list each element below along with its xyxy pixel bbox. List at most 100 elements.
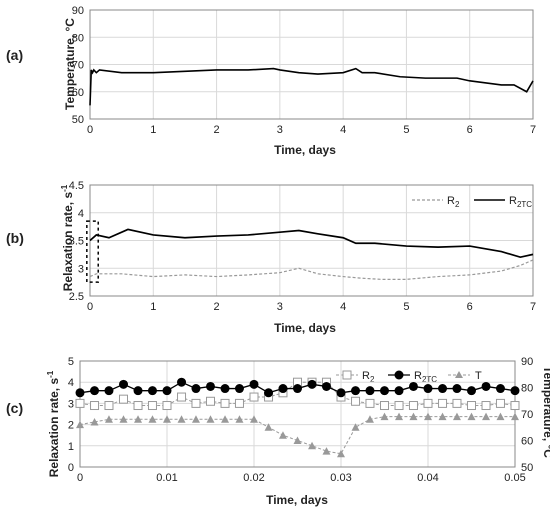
r2tc-point <box>220 384 230 394</box>
r2tc-point <box>191 384 201 394</box>
p0-y-tick-label: 70 <box>72 60 84 72</box>
r2-point <box>234 398 244 408</box>
r2tc-point <box>293 384 302 394</box>
r2-point <box>75 398 85 408</box>
t-point <box>206 415 215 423</box>
t-point <box>482 412 491 421</box>
p0-x-tick-label: 4 <box>340 124 346 136</box>
r2tc-point <box>147 386 157 396</box>
r2-point <box>408 401 418 411</box>
p0-x-tick-label: 5 <box>403 124 409 136</box>
xlabel-a: Time, days <box>274 143 336 157</box>
t-point <box>351 423 360 431</box>
r2-point <box>394 401 404 411</box>
r2-point <box>191 398 201 408</box>
r2tc-point <box>90 386 100 396</box>
p1-y-tick-label: 4 <box>78 208 84 220</box>
p2-y-tick-label: 1 <box>68 441 74 453</box>
p2-y-tick-label: 3 <box>68 398 74 410</box>
r2tc-line <box>89 228 534 259</box>
r2tc-point <box>249 379 259 389</box>
t-point <box>337 449 345 458</box>
r2-point <box>365 398 375 408</box>
p0-x-tick-label: 3 <box>277 124 283 136</box>
p2-plot-frame <box>79 360 516 468</box>
t-point <box>163 415 171 423</box>
t-point <box>104 415 113 423</box>
r2tc-point <box>452 384 462 394</box>
r2-point <box>495 398 505 408</box>
p0-y-tick-label: 50 <box>72 114 84 126</box>
p1-x-tick-label: 1 <box>150 301 156 313</box>
panel-label-c: (c) <box>6 400 23 416</box>
panel-label-b: (b) <box>6 230 24 246</box>
p1-x-tick-label: 0 <box>87 301 93 313</box>
p0-x-tick-label: 6 <box>467 124 473 136</box>
r2-point <box>162 401 172 411</box>
p0-x-tick-label: 7 <box>530 124 536 136</box>
t-point <box>235 415 244 423</box>
p2-x-tick-label: 0.04 <box>417 472 438 484</box>
r2-point <box>249 392 259 402</box>
p1-y-tick-label: 3.5 <box>69 236 84 248</box>
r2tc-point <box>408 381 418 391</box>
xlabel-b: Time, days <box>274 321 336 335</box>
p0-y-tick-label: 80 <box>72 32 84 44</box>
t-point <box>177 415 186 423</box>
r2tc-point <box>264 388 274 398</box>
r2tc-point <box>133 386 143 396</box>
r2-point <box>380 401 389 411</box>
r2-point <box>510 401 520 411</box>
p2-y-tick-label: 2 <box>68 420 74 432</box>
r2tc-point <box>481 381 491 391</box>
t-point <box>322 447 331 455</box>
legend-c-r2tc-marker <box>394 370 404 380</box>
p0-x-tick-label: 2 <box>214 124 220 136</box>
r2tc-point <box>336 388 346 398</box>
t-point <box>90 417 99 426</box>
t-point <box>365 415 374 423</box>
legend-b-r2: R2 <box>447 195 460 209</box>
p1-x-tick-label: 3 <box>277 301 283 313</box>
p1-x-tick-label: 5 <box>403 301 409 313</box>
p2-y-tick-label: 5 <box>68 356 74 368</box>
r2tc-point <box>365 386 375 396</box>
zoom-region-box <box>86 220 99 283</box>
legend-c-r2: R2 <box>362 370 375 384</box>
r2tc-point <box>351 386 361 396</box>
r2tc-point <box>394 386 404 396</box>
ylabel-right-c: Temperature, °C <box>541 366 550 458</box>
r2-point <box>177 392 187 402</box>
p1-y-tick-label: 3 <box>78 263 84 275</box>
ylabel-b-sup: -1 <box>60 184 69 192</box>
r2-point <box>206 396 215 406</box>
p1-y-tick-label: 2.5 <box>69 291 84 303</box>
ylabel-c-sup: -1 <box>46 370 55 378</box>
r2tc-point <box>307 379 317 389</box>
p2-y-tick-label: 4 <box>68 377 74 389</box>
r2-point <box>220 398 230 408</box>
p2-y-right-tick-label: 70 <box>521 409 533 421</box>
r2-point <box>133 401 143 411</box>
p2-y-right-tick-label: 80 <box>521 383 533 395</box>
ylabel-b: Relaxation rate, s-1 <box>60 184 75 291</box>
t-point <box>278 431 287 439</box>
r2-point <box>119 394 128 404</box>
legend-c-r2-marker <box>342 370 352 380</box>
r2-point <box>147 401 157 411</box>
r2tc-point <box>423 384 433 394</box>
t-line <box>79 416 515 455</box>
r2tc-point <box>467 386 476 396</box>
t-point <box>424 412 432 421</box>
r2-point <box>104 401 114 411</box>
legend-c-t-marker <box>455 371 463 378</box>
r2-point <box>467 401 476 411</box>
t-point <box>380 412 389 421</box>
legend-b-r2tc: R2TC <box>509 195 532 209</box>
t-point <box>395 412 404 421</box>
t-point <box>264 423 273 431</box>
t-point <box>438 412 447 421</box>
r2tc-point <box>75 388 85 398</box>
r2-line <box>89 259 534 280</box>
p1-x-tick-label: 4 <box>340 301 346 313</box>
